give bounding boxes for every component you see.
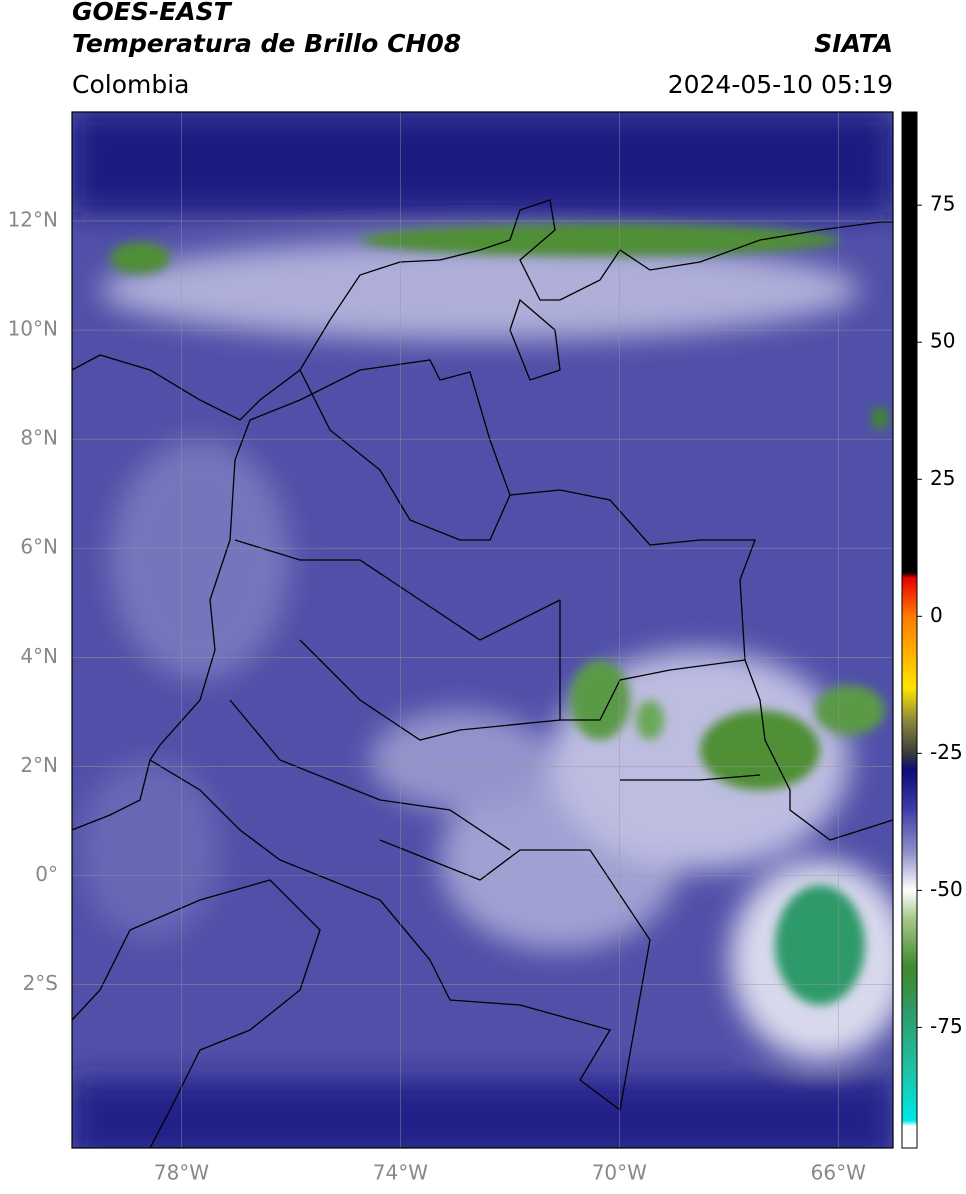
colorbar-ticks: 75 50 25 0 -25 -50 -75 bbox=[917, 192, 963, 1038]
y-tick-label: 4°N bbox=[20, 644, 58, 668]
colorbar-tick-label: 75 bbox=[930, 192, 955, 216]
y-tick-label: 12°N bbox=[8, 208, 58, 232]
subtitle: Temperatura de Brillo CH08 bbox=[72, 29, 461, 58]
y-tick-label: 6°N bbox=[20, 535, 58, 559]
y-tick-label: 0° bbox=[35, 862, 58, 886]
timestamp: 2024-05-10 05:19 bbox=[668, 70, 893, 99]
colorbar-tick-label: -50 bbox=[930, 877, 963, 901]
region: Colombia bbox=[72, 70, 189, 99]
colorbar-tick-label: -75 bbox=[930, 1014, 963, 1038]
map-frame bbox=[71, 111, 894, 1149]
x-tick-label: 70°W bbox=[592, 1161, 647, 1185]
x-tick-label: 74°W bbox=[373, 1161, 428, 1185]
y-tick-label: 10°N bbox=[8, 317, 58, 341]
y-tick-label: 2°S bbox=[23, 971, 58, 995]
title: GOES-EAST bbox=[72, 0, 233, 26]
satellite-image bbox=[72, 112, 893, 1148]
ticks: 78°W 74°W 70°W 66°W 12°N 10°N 8°N 6°N 4°N 2°N 0° 2°… bbox=[8, 208, 867, 1185]
grid bbox=[72, 112, 893, 1148]
source: SIATA bbox=[814, 29, 893, 58]
colorbar-tick-label: -25 bbox=[930, 740, 963, 764]
x-tick-label: 66°W bbox=[811, 1161, 866, 1185]
colorbar-tick-label: 25 bbox=[930, 466, 955, 490]
colorbar bbox=[901, 111, 918, 1149]
y-tick-label: 2°N bbox=[20, 753, 58, 777]
x-tick-label: 78°W bbox=[154, 1161, 209, 1185]
y-tick-label: 8°N bbox=[20, 426, 58, 450]
colorbar-tick-label: 0 bbox=[930, 603, 943, 627]
colorbar-tick-label: 50 bbox=[930, 329, 955, 353]
